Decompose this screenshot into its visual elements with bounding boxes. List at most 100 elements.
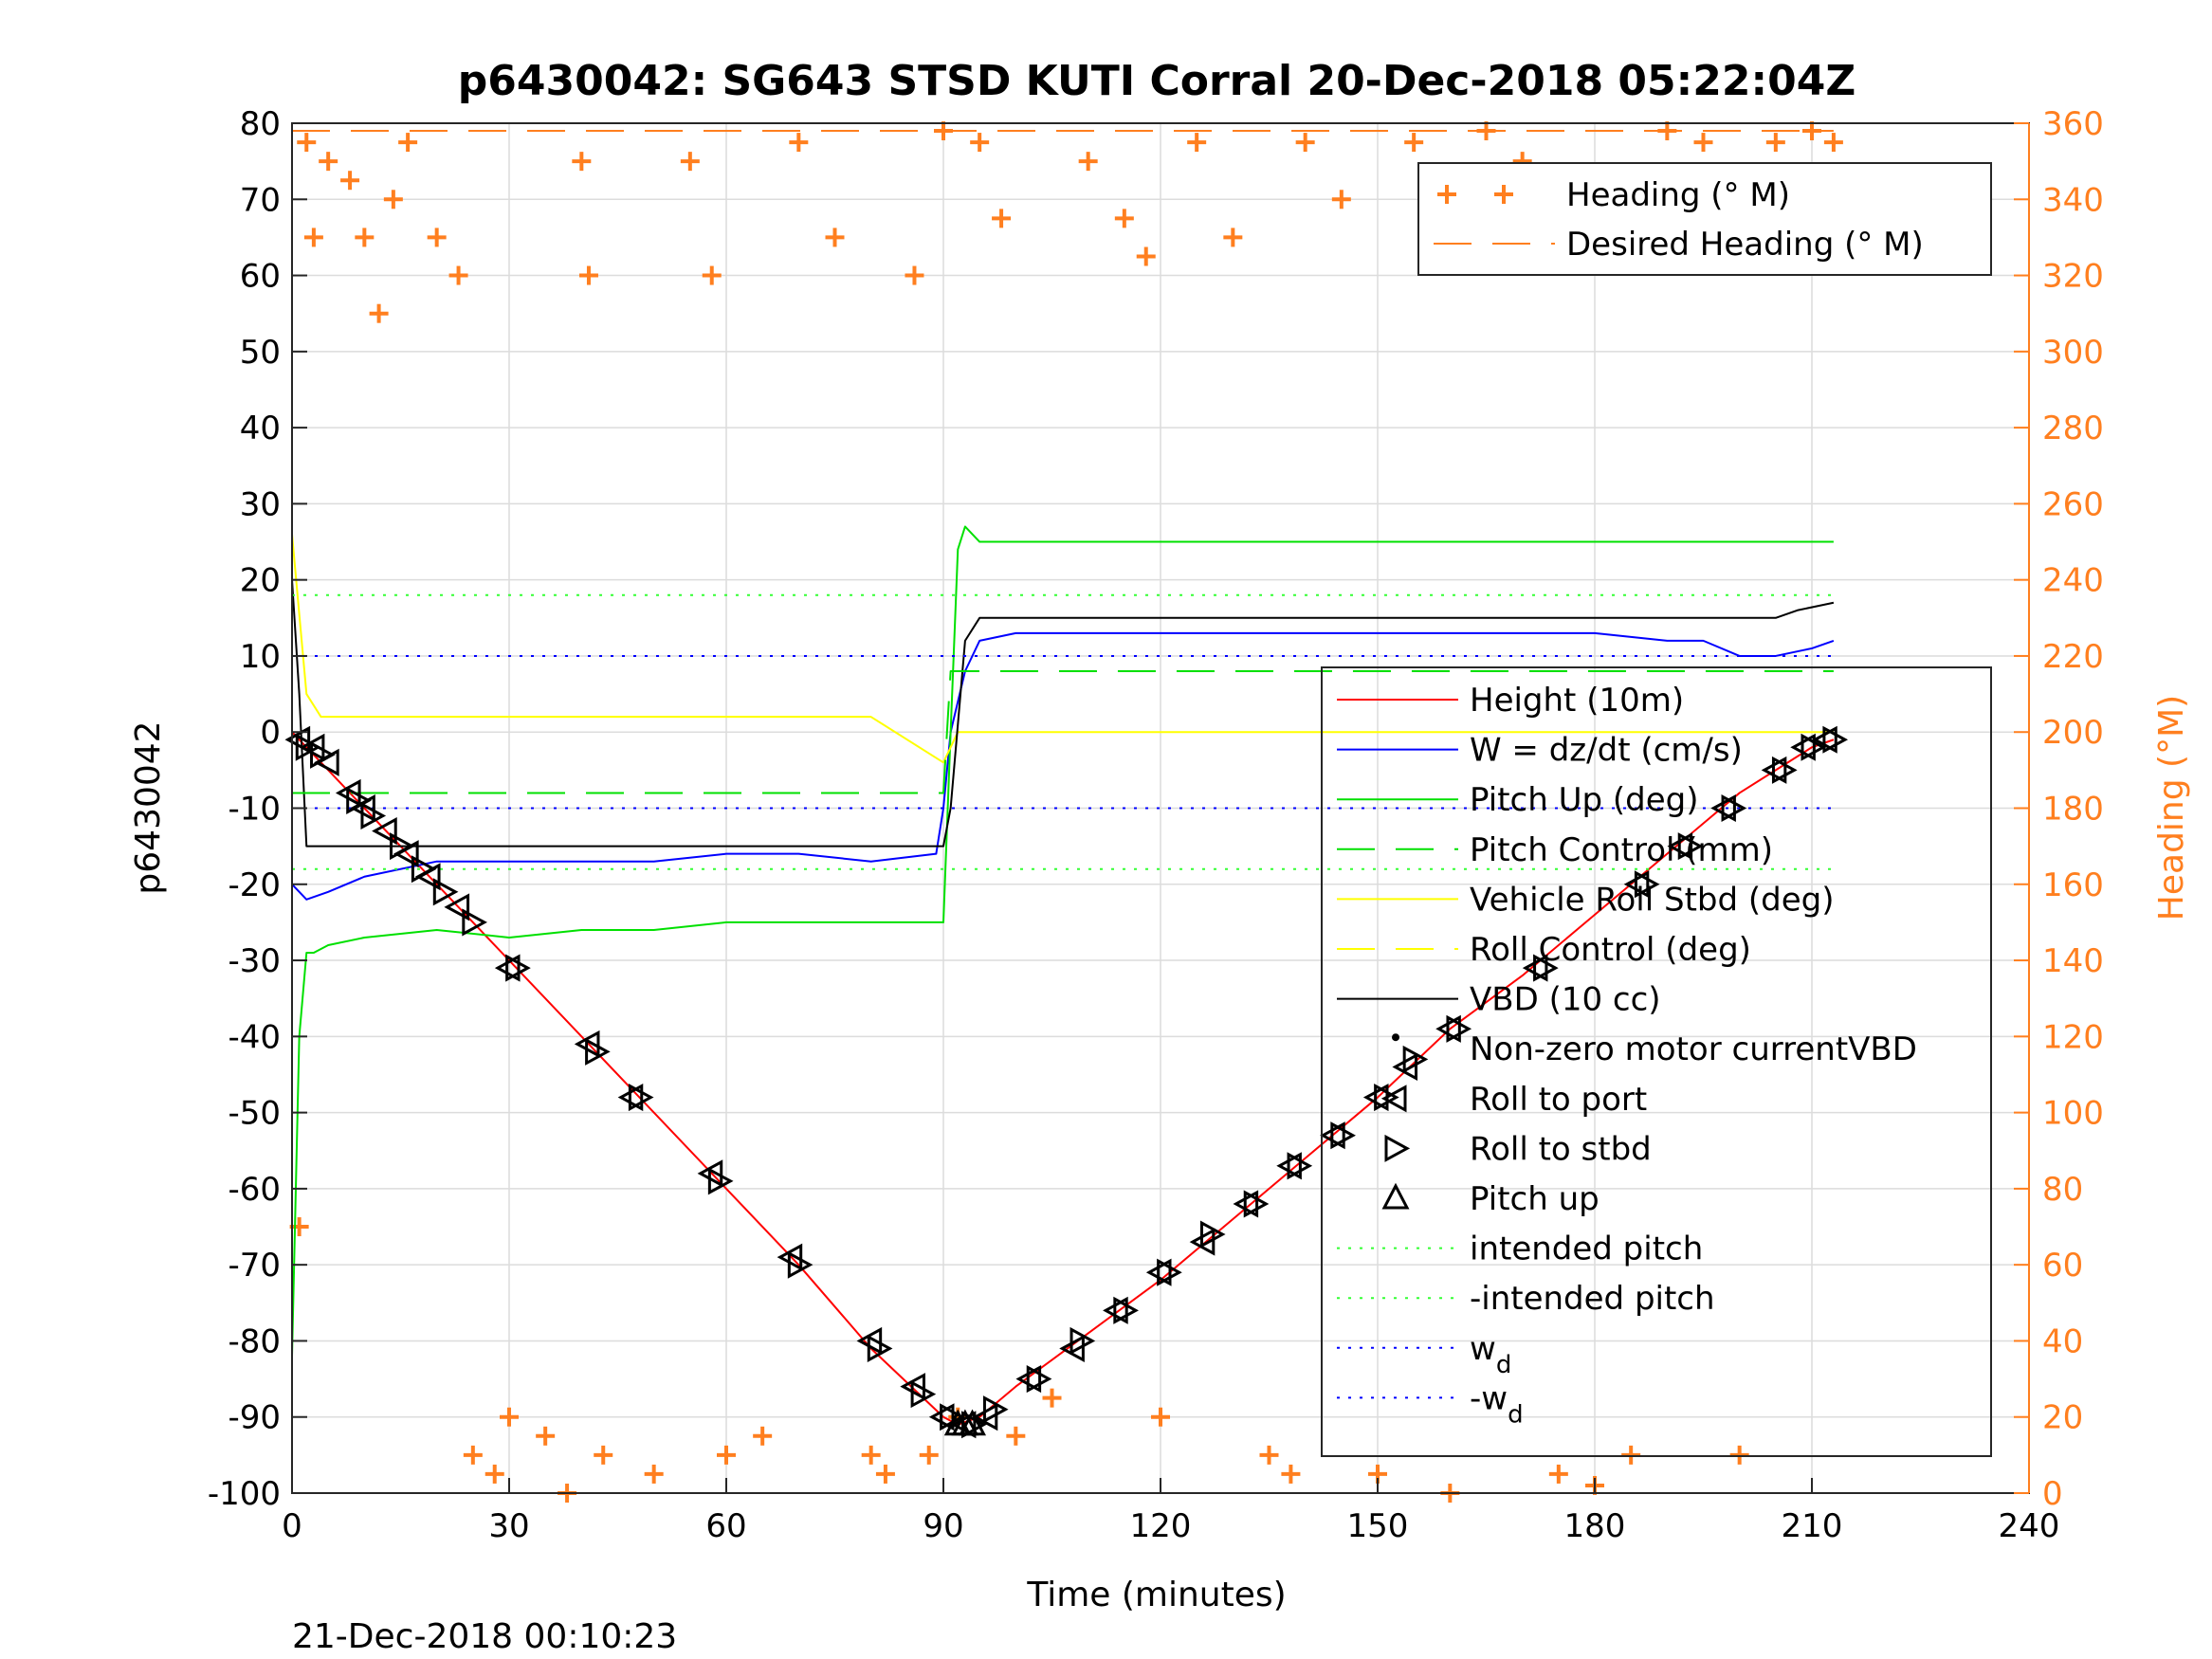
x-axis: 0 30 60 90 120 150 180 210 240 [282,1478,2059,1545]
roll-to-stbd-marker [867,1334,893,1362]
legend-label: intended pitch [1470,1231,1703,1268]
x-tick-label: 0 [282,1507,302,1545]
heading-point [1765,133,1785,153]
y2-tick-label: 0 [2042,1475,2063,1513]
heading-point [1114,209,1134,228]
roll-to-stbd-marker [910,1380,937,1409]
heading-point [448,265,468,285]
heading-point [369,303,389,323]
roll-to-stbd-marker [1026,1365,1052,1394]
heading-point [297,133,317,153]
y-tick-label: 20 [240,562,281,600]
heading-point [680,152,700,172]
x-tick-label: 180 [1564,1507,1626,1545]
legend-subscript: d [1496,1351,1512,1379]
roll-to-stbd-marker [1157,1258,1182,1286]
heading-point [427,228,447,247]
heading-point [319,152,338,172]
heading-point [1621,1445,1641,1465]
legend-heading: Heading (° M) Desired Heading (° M) [1417,162,1992,276]
roll-to-stbd-marker [346,786,372,814]
roll-to-stbd-marker [295,733,321,761]
y2-tick-label: 80 [2042,1171,2083,1209]
y2-tick-label: 20 [2042,1399,2083,1437]
series-line-3 [291,534,1834,764]
heading-series [289,121,1843,1503]
heading-point [1006,1426,1026,1446]
heading-point [992,209,1012,228]
legend-label: Pitch up [1470,1180,1600,1218]
legend-label: Desired Heading (° M) [1566,226,1924,264]
y-tick-label: -40 [228,1018,281,1056]
y2-tick-label: 100 [2042,1095,2104,1133]
legend-sample-marker [1384,1134,1411,1162]
legend-label: -wd [1470,1379,1524,1429]
line-series [291,130,1835,1426]
y2-tick-label: 160 [2042,866,2104,904]
heading-point [594,1445,613,1465]
series-line-2 [291,525,1834,1357]
roll-to-stbd-marker [505,954,531,982]
heading-point [825,228,845,247]
x-tick-label: 90 [923,1507,963,1545]
legend-sample-marker [1380,1085,1407,1113]
legend-main: Height (10m) W = dz/dt (cm/s) Pitch Up (de… [1321,666,1992,1457]
heading-point [1404,133,1424,153]
roll-to-stbd-marker [1446,1014,1472,1043]
y-tick-label: 30 [240,485,281,523]
roll-to-stbd-marker [390,832,415,861]
legend-label: Height (10m) [1470,682,1684,720]
roll-to-stbd-marker [1330,1121,1356,1150]
heading-point [1281,1464,1301,1484]
roll-to-stbd-marker [1721,793,1747,823]
y-tick-label: 70 [240,181,281,219]
legend-sample-marker [1381,1182,1410,1210]
footer-timestamp: 21-Dec-2018 00:10:23 [292,1617,677,1656]
series-line-5 [292,670,1834,794]
heading-point [970,133,990,153]
roll-to-stbd-marker [1822,725,1849,754]
y2-tick-label: 60 [2042,1247,2083,1285]
legend-label: Roll to stbd [1470,1130,1652,1168]
grid [292,123,2029,1493]
heading-point [355,228,375,247]
roll-to-stbd-marker [1287,1152,1313,1180]
heading-point [875,1464,895,1484]
legend-label: Roll Control (deg) [1470,931,1751,969]
heading-point [1259,1445,1279,1465]
y2-tick-label: 120 [2042,1018,2104,1056]
y-tick-label: -30 [228,942,281,980]
heading-point [1693,133,1713,153]
roll-to-stbd-marker [1199,1220,1226,1249]
legend-label: Pitch Control (mm) [1470,831,1773,869]
roll-to-stbd-marker [1243,1190,1270,1218]
heading-point [340,171,360,191]
x-tick-label: 60 [705,1507,746,1545]
series-line-4 [291,579,1835,848]
y-axis-left: -100-90-80-70-60-50-40-30-20-10010203040… [208,105,307,1513]
roll-to-stbd-marker [1801,733,1827,761]
heading-point [1548,1464,1568,1484]
heading-point [578,265,598,285]
y2-tick-label: 200 [2042,714,2104,752]
heading-point [383,190,403,210]
heading-point [702,265,722,285]
roll-to-stbd-marker [1113,1296,1139,1324]
roll-to-stbd-marker [982,1395,1009,1424]
heading-point [861,1445,881,1465]
y2-tick-label: 280 [2042,410,2104,447]
y2-tick-label: 340 [2042,181,2104,219]
roll-to-stbd-marker [310,740,336,769]
x-tick-label: 150 [1347,1507,1409,1545]
roll-to-stbd-marker [462,908,487,937]
heading-point [905,265,924,285]
legend-label: Pitch Up (deg) [1470,781,1698,819]
roll-to-stbd-marker [707,1167,734,1195]
y2-tick-label: 240 [2042,562,2104,600]
y-tick-label: -80 [228,1322,281,1360]
y2-axis-label: Heading (°M) [2152,695,2191,921]
x-tick-label: 210 [1782,1507,1843,1545]
legend-label: W = dz/dt (cm/s) [1470,732,1743,770]
heading-point [572,152,592,172]
y2-tick-label: 320 [2042,258,2104,296]
